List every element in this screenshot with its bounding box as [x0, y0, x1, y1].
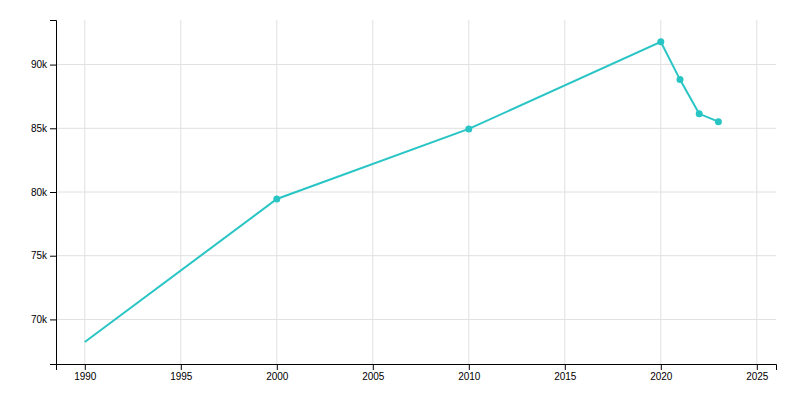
x-axis: 1990 1995 2000 2005 2010 2015 2020 2025 [57, 364, 777, 382]
marker [465, 125, 472, 132]
y-tick-label: 80k [31, 187, 48, 198]
x-tick-label: 1995 [170, 371, 193, 382]
x-tick: 1995 [170, 364, 193, 382]
y-tick-mark [50, 65, 56, 66]
marker [657, 38, 664, 45]
x-tick-mark [757, 364, 758, 370]
x-tick: 1990 [74, 364, 97, 382]
x-tick-label: 2020 [650, 371, 673, 382]
y-tick-mark [50, 192, 56, 193]
x-tick-label: 1990 [74, 371, 97, 382]
y-tick-mark [50, 256, 56, 257]
x-tick-mark [373, 364, 374, 370]
y-tick: 90k [31, 59, 56, 70]
marks [85, 38, 722, 342]
marker [273, 195, 280, 202]
x-tick-mark [181, 364, 182, 370]
grid-line-y [56, 319, 776, 320]
grid-line-y [56, 192, 776, 193]
x-tick: 2025 [746, 364, 769, 382]
grid-line-y [56, 64, 776, 65]
marker [696, 110, 703, 117]
y-tick: 75k [31, 250, 56, 261]
y-tick: 85k [31, 123, 56, 134]
marker [715, 118, 722, 125]
x-tick-mark [469, 364, 470, 370]
chart: 1990 1995 2000 2005 2010 2015 2020 2025 70k 75k 80… [0, 0, 800, 400]
x-tick: 2015 [554, 364, 577, 382]
plot-area: 1990 1995 2000 2005 2010 2015 2020 2025 70k 75k 80… [31, 20, 777, 382]
grid-line-y [56, 255, 776, 256]
y-tick-label: 85k [31, 123, 48, 134]
x-tick-mark [85, 364, 86, 370]
x-tick: 2005 [362, 364, 385, 382]
y-axis: 70k 75k 80k 85k 90k [31, 21, 57, 365]
x-axis-line [57, 365, 777, 371]
y-tick: 80k [31, 187, 56, 198]
x-tick: 2000 [266, 364, 289, 382]
y-tick-label: 90k [31, 59, 48, 70]
x-tick-label: 2025 [746, 371, 769, 382]
x-tick-mark [277, 364, 278, 370]
y-tick-mark [50, 319, 56, 320]
y-tick: 70k [31, 314, 56, 325]
y-axis-line [50, 21, 57, 365]
x-tick-label: 2000 [266, 371, 289, 382]
y-tick-label: 75k [31, 250, 48, 261]
marker [677, 76, 684, 83]
line [85, 42, 719, 342]
x-tick-label: 2010 [458, 371, 481, 382]
x-tick-label: 2005 [362, 371, 385, 382]
grid-line-y [56, 128, 776, 129]
x-tick-label: 2015 [554, 371, 577, 382]
x-tick-mark [661, 364, 662, 370]
x-tick: 2020 [650, 364, 673, 382]
grid [56, 20, 776, 364]
x-tick-mark [565, 364, 566, 370]
y-tick-label: 70k [31, 314, 48, 325]
y-tick-mark [50, 128, 56, 129]
x-tick: 2010 [458, 364, 481, 382]
